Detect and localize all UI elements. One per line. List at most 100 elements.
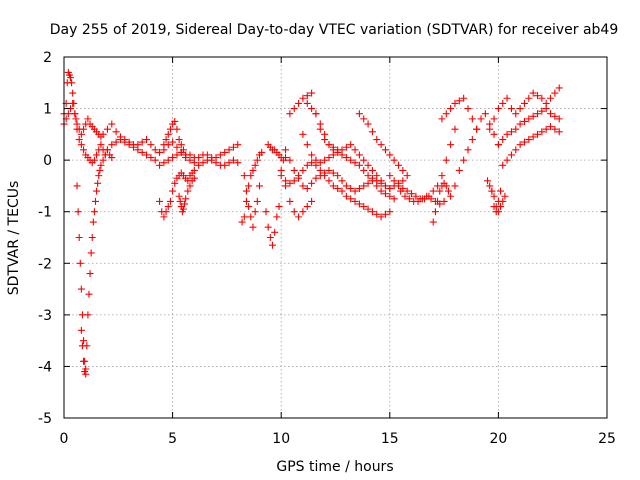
data-point <box>93 151 101 159</box>
data-point <box>75 234 83 241</box>
data-point <box>242 187 250 195</box>
data-point <box>251 208 259 216</box>
data-point <box>377 213 385 221</box>
data-point <box>364 161 372 169</box>
data-point <box>316 159 324 167</box>
data-point <box>97 141 105 149</box>
data-point <box>497 187 505 195</box>
data-point <box>295 213 303 221</box>
data-point <box>397 187 405 195</box>
data-point <box>338 177 346 185</box>
data-point <box>273 213 281 221</box>
data-point <box>525 94 533 102</box>
data-point <box>179 205 187 213</box>
data-point <box>286 197 294 205</box>
data-point <box>364 120 372 128</box>
data-point <box>290 166 298 174</box>
data-point <box>84 311 92 319</box>
data-point <box>520 99 528 107</box>
data-point <box>499 99 507 107</box>
data-point <box>175 192 183 200</box>
data-point <box>329 169 337 177</box>
data-point <box>494 197 502 205</box>
data-point <box>364 179 372 187</box>
data-point <box>195 154 203 162</box>
data-point <box>447 105 455 113</box>
data-point <box>436 187 444 195</box>
data-point <box>492 208 500 216</box>
data-point <box>176 197 184 205</box>
data-point <box>221 148 229 156</box>
plot-frame <box>63 56 608 419</box>
data-point <box>299 94 307 102</box>
data-point <box>551 125 559 133</box>
data-point <box>423 192 431 200</box>
data-point <box>116 136 124 144</box>
data-point <box>286 110 294 118</box>
data-point <box>138 148 146 156</box>
data-point <box>162 136 170 144</box>
data-point <box>229 156 237 164</box>
data-point <box>169 154 177 162</box>
data-point <box>538 128 546 136</box>
data-point <box>108 154 116 162</box>
data-point <box>442 110 450 118</box>
data-point <box>299 208 307 216</box>
data-point <box>249 166 257 174</box>
data-point <box>529 89 537 97</box>
data-point <box>240 213 248 221</box>
data-point <box>171 117 179 125</box>
data-point <box>360 203 368 211</box>
data-point <box>547 110 555 118</box>
data-point <box>403 187 411 195</box>
data-point <box>73 182 81 190</box>
data-point <box>299 182 307 190</box>
data-point <box>490 203 498 211</box>
y-axis-label: SDTVAR / TECUs <box>6 181 22 296</box>
data-point <box>103 125 111 133</box>
data-point <box>299 166 307 174</box>
data-point <box>547 94 555 102</box>
data-point <box>451 182 459 190</box>
data-point <box>77 130 85 138</box>
data-point <box>418 195 426 203</box>
data-point <box>96 166 104 174</box>
data-point <box>355 110 363 118</box>
y-tick-label: -2 <box>38 256 52 272</box>
data-point <box>434 197 442 205</box>
data-point <box>251 161 259 169</box>
data-point <box>190 159 198 167</box>
data-point <box>377 187 385 195</box>
data-point <box>405 195 413 203</box>
data-point <box>381 182 389 190</box>
data-point <box>364 172 372 180</box>
data-point <box>533 130 541 138</box>
data-point <box>290 208 298 216</box>
data-point <box>355 161 363 169</box>
data-point <box>169 138 177 146</box>
data-point <box>390 195 398 203</box>
chart-title: Day 255 of 2019, Sidereal Day-to-day VTE… <box>50 22 619 38</box>
data-point <box>73 125 81 133</box>
data-point <box>542 125 550 133</box>
grid-lines <box>64 57 607 418</box>
data-point <box>516 105 524 113</box>
data-point <box>88 234 96 241</box>
data-point <box>253 197 261 205</box>
data-point <box>242 197 250 205</box>
data-point <box>414 197 422 205</box>
data-point <box>177 141 185 149</box>
data-point <box>503 156 511 164</box>
data-point <box>147 141 155 149</box>
data-point <box>497 203 505 211</box>
data-point <box>381 190 389 198</box>
data-point <box>455 97 463 105</box>
data-point <box>82 370 90 378</box>
axis-ticks <box>63 56 608 419</box>
data-point <box>282 146 290 154</box>
data-point <box>86 270 94 278</box>
data-point <box>94 179 102 187</box>
data-point <box>225 146 233 154</box>
data-point <box>308 179 316 187</box>
